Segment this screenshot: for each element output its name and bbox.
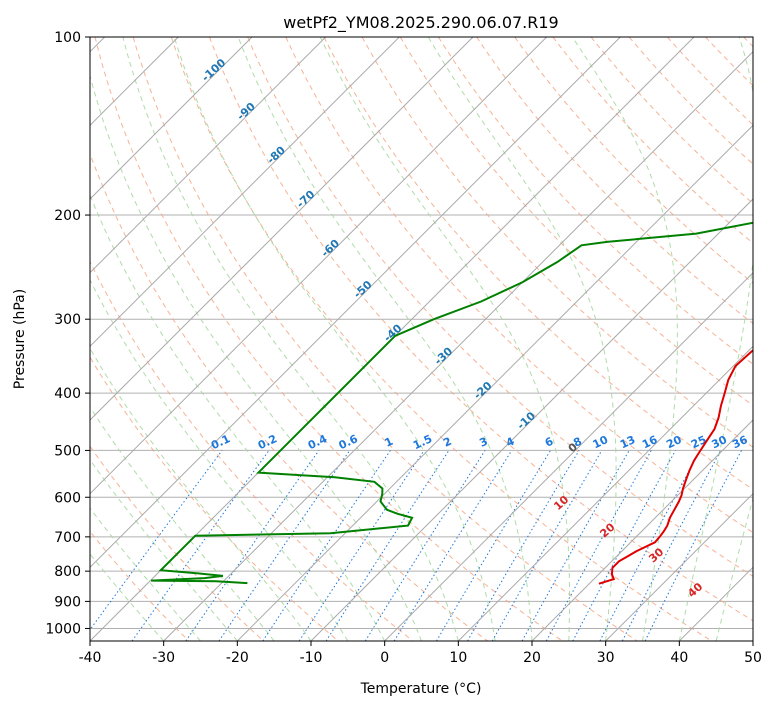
isotherm--60 (90, 37, 548, 495)
y-tick-label: 300 (54, 312, 81, 328)
isotherm--10 (310, 198, 753, 641)
x-tick-label: 50 (744, 650, 762, 666)
y-tick-label: 900 (54, 594, 81, 610)
x-tick-label: -20 (226, 650, 249, 666)
mixing-ratio-line (572, 450, 676, 641)
mixing-ratio-label: 16 (640, 433, 660, 451)
moist-adiabat (427, 37, 617, 641)
y-tick-label: 500 (54, 443, 81, 459)
chart-title: wetPf2_YM08.2025.290.06.07.R19 (283, 13, 558, 33)
x-tick-label: -40 (79, 650, 102, 666)
mixing-ratio-line (262, 450, 391, 641)
y-axis-label: Pressure (hPa) (12, 289, 28, 389)
mixing-ratio-line (185, 450, 320, 641)
plot-background (90, 37, 753, 641)
series-dewpoint-line (151, 221, 753, 585)
dry-adiabat (361, 37, 753, 448)
dry-adiabats (90, 37, 753, 641)
x-tick-label: 0 (380, 650, 389, 666)
isotherm-30 (605, 492, 753, 641)
x-axis-ticks: -40 -30 -20 -10 0 10 20 30 40 50 (79, 641, 762, 666)
dry-adiabat (170, 37, 712, 641)
dry-adiabat (209, 37, 753, 622)
dry-adiabat (132, 37, 638, 641)
isotherm-50 (752, 640, 753, 641)
mixing-ratio-label: 36 (730, 433, 750, 451)
x-tick-label: 30 (597, 650, 615, 666)
moist-adiabat (173, 37, 496, 641)
dry-adiabat (94, 37, 563, 641)
y-axis-ticks: 100 200 300 400 500 600 700 800 900 1000 (45, 30, 90, 637)
mixing-ratio-line (393, 450, 513, 641)
y-tick-label: 400 (54, 386, 81, 402)
x-tick-label: 40 (670, 650, 688, 666)
moist-adiabat (90, 347, 312, 641)
mixing-ratio-label: 10 (591, 433, 611, 451)
mixing-ratio-label: 20 (664, 433, 684, 451)
isotherm--50 (90, 37, 621, 569)
dry-adiabat (90, 445, 264, 641)
y-tick-label: 1000 (45, 621, 81, 637)
dry-adiabat (437, 37, 753, 365)
x-tick-label: -10 (300, 650, 323, 666)
moist-adiabat (90, 553, 165, 641)
mixing-ratio-line (521, 450, 630, 641)
moist-adiabat (319, 37, 570, 641)
y-tick-label: 200 (54, 208, 81, 224)
moist-adiabat (90, 507, 201, 641)
isotherm--70 (90, 37, 474, 421)
mixing-ratio-label: 13 (618, 433, 637, 451)
isotherm--30 (163, 50, 753, 641)
isotherm-20 (531, 419, 753, 641)
dry-adiabat (590, 37, 753, 205)
moist-adiabat (571, 37, 678, 641)
y-tick-label: 800 (54, 564, 81, 580)
isotherm--90 (90, 37, 327, 274)
x-tick-label: -30 (152, 650, 175, 666)
moist-adiabat (90, 193, 386, 641)
mixing-ratio-line (325, 450, 450, 641)
y-tick-label: 700 (54, 530, 81, 546)
y-tick-label: 600 (54, 490, 81, 506)
moist-adiabat (90, 73, 422, 641)
mixing-ratio-line (545, 450, 652, 641)
dry-adiabat (476, 37, 753, 325)
isotherm--20 (236, 124, 753, 641)
x-axis-label: Temperature (°C) (360, 681, 482, 697)
mixing-ratio-line (644, 450, 742, 641)
x-tick-label: 20 (523, 650, 541, 666)
isotherm-0 (384, 271, 753, 641)
isotherm-10 (457, 345, 753, 641)
mixing-ratio-line (90, 450, 223, 631)
dry-adiabat (628, 37, 753, 165)
isotherm--80 (90, 37, 400, 348)
dry-adiabat (399, 37, 753, 407)
dry-adiabat (90, 260, 414, 641)
plot-frame (89, 36, 754, 642)
moist-adiabat (122, 37, 459, 641)
mixing-ratio-line (621, 450, 722, 641)
mixing-ratio-line (298, 450, 425, 641)
isotherm--100 (90, 37, 253, 200)
moist-adiabat (90, 406, 275, 641)
moist-adiabat (90, 458, 238, 641)
dry-adiabat (247, 37, 753, 577)
dry-adiabat (514, 37, 753, 284)
mixing-ratio-lines (90, 450, 742, 641)
moist-adiabat (237, 37, 533, 641)
series-temperature-line (598, 349, 753, 585)
mixing-ratio-line (218, 450, 351, 641)
mixing-ratio-label: 30 (710, 433, 730, 451)
y-tick-label: 100 (54, 30, 81, 46)
x-tick-label: 10 (449, 650, 467, 666)
isobar-grid (90, 37, 753, 629)
